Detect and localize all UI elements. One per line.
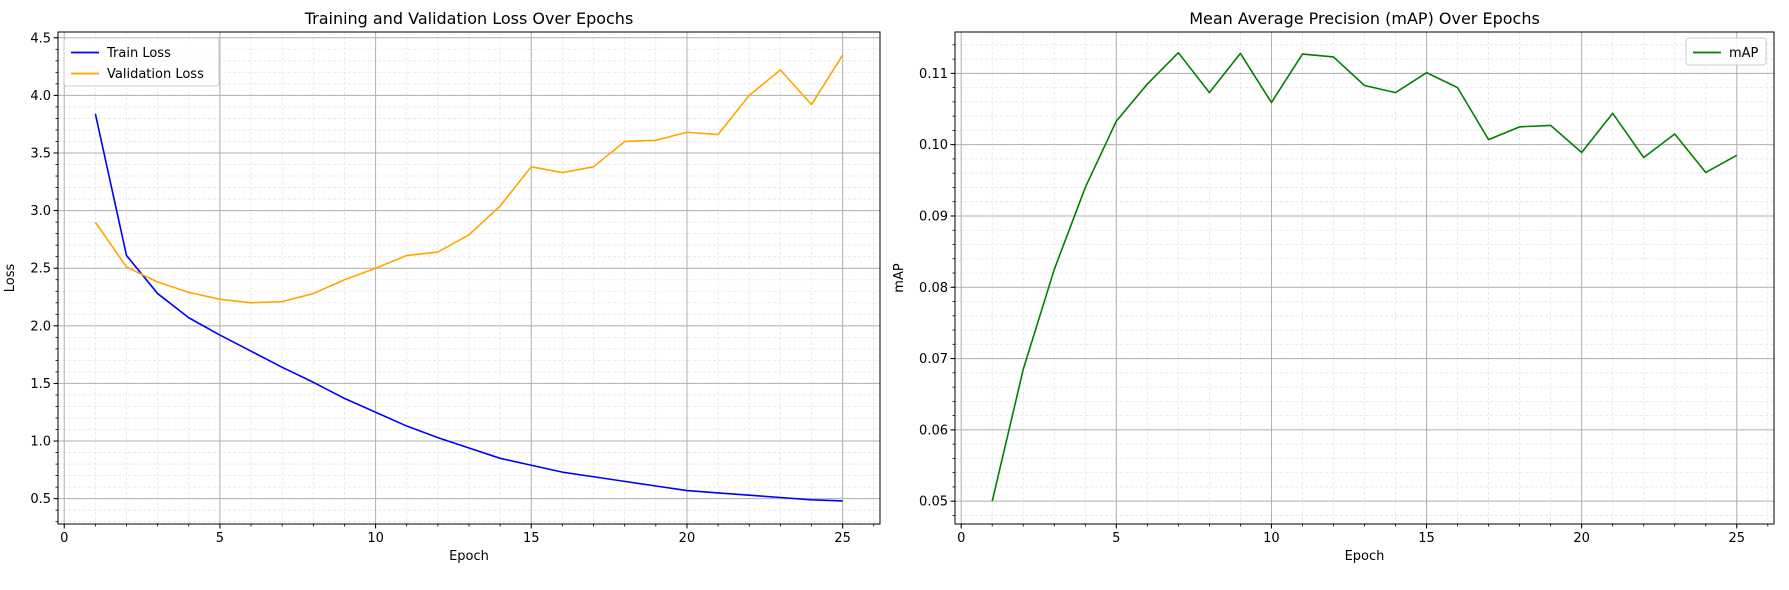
x-axis-label: Epoch [449, 549, 489, 564]
series-line-1 [991, 51, 1738, 502]
x-tick-label: 5 [1112, 531, 1120, 546]
x-tick-label: 20 [1573, 531, 1590, 546]
x-tick-label: 15 [523, 531, 540, 546]
y-axis-label: Loss [3, 264, 18, 293]
legend-label: mAP [1729, 46, 1759, 61]
y-tick-label: 4.0 [30, 89, 51, 104]
y-tick-label: 1.0 [30, 435, 51, 450]
legend-label: Train Loss [106, 46, 171, 61]
legend-box [1685, 37, 1767, 66]
chart-2: 0 5 10 15 20 25 0.05 0.06 0.07 0.08 0.09 0.10 0.11 Me… [892, 9, 1775, 564]
x-tick-label: 25 [1728, 531, 1745, 546]
y-tick-label: 2.0 [30, 319, 51, 334]
legend: mAP [1685, 37, 1767, 66]
x-tick-label: 20 [679, 531, 696, 546]
legend-box [63, 37, 220, 87]
y-tick-label: 3.5 [30, 146, 51, 161]
legend: Train Loss Validation Loss [63, 37, 220, 87]
y-tick-label: 0.10 [919, 138, 948, 153]
y-axis-label: mAP [892, 263, 907, 293]
chart-1: 0 5 10 15 20 25 0.5 1.0 1.5 2.0 2.5 3.0 3.5 4.0 4.5 Tra… [3, 9, 881, 564]
y-tick-label: 0.5 [30, 492, 51, 507]
y-tick-label: 2.5 [30, 262, 51, 277]
series-line-2 [94, 54, 844, 304]
y-tick-label: 3.0 [30, 204, 51, 219]
x-tick-label: 5 [216, 531, 224, 546]
x-tick-label: 15 [1418, 531, 1435, 546]
y-tick-label: 4.5 [30, 31, 51, 46]
x-axis-label: Epoch [1345, 549, 1385, 564]
y-tick-label: 0.07 [919, 352, 948, 367]
y-tick-label: 0.05 [919, 495, 948, 510]
x-tick-label: 0 [60, 531, 68, 546]
x-tick-label: 25 [834, 531, 851, 546]
chart-title: Mean Average Precision (mAP) Over Epochs [1189, 9, 1540, 28]
series-line-1 [94, 113, 843, 502]
x-tick-label: 10 [367, 531, 384, 546]
chart-title: Training and Validation Loss Over Epochs [304, 9, 634, 28]
x-tick-label: 0 [957, 531, 965, 546]
legend-label: Validation Loss [107, 67, 204, 82]
y-tick-label: 0.06 [919, 423, 948, 438]
y-tick-label: 1.5 [30, 377, 51, 392]
y-tick-label: 0.09 [919, 209, 948, 224]
y-tick-label: 0.08 [919, 281, 948, 296]
x-tick-label: 10 [1263, 531, 1280, 546]
y-tick-label: 0.11 [919, 67, 948, 82]
